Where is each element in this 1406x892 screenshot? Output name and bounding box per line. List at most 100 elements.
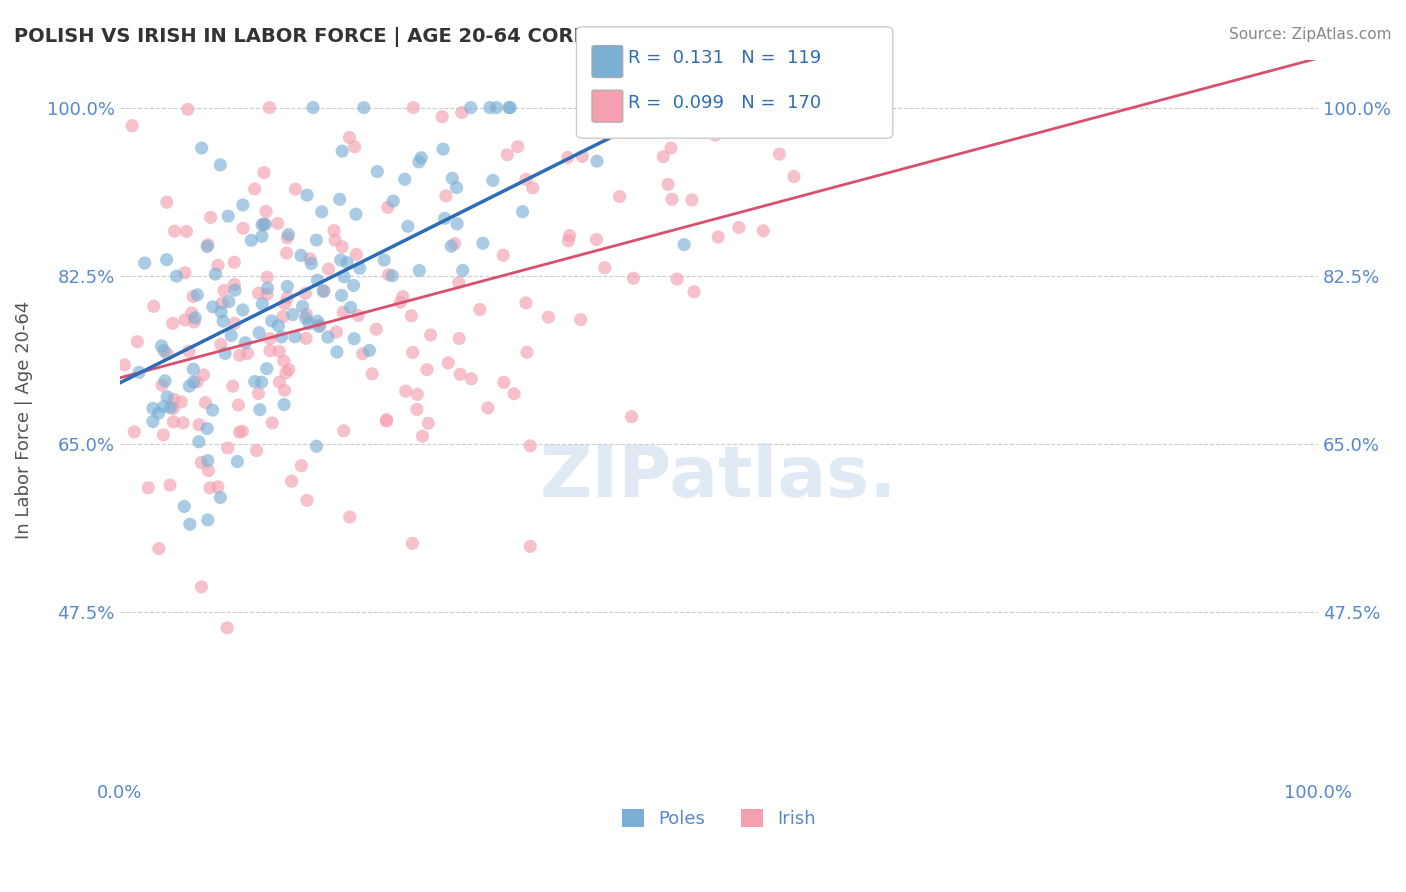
- Point: [730, 101, 752, 115]
- Point: [432, 110, 454, 124]
- Point: [150, 339, 173, 353]
- Point: [381, 268, 404, 283]
- Point: [515, 296, 537, 310]
- Point: [181, 362, 204, 376]
- Point: [432, 142, 454, 156]
- Point: [492, 248, 515, 262]
- Point: [314, 284, 336, 298]
- Point: [586, 154, 609, 169]
- Point: [557, 234, 579, 248]
- Point: [271, 310, 294, 324]
- Point: [229, 348, 252, 362]
- Point: [330, 240, 353, 254]
- Point: [339, 510, 361, 524]
- Point: [673, 237, 696, 252]
- Point: [515, 172, 537, 186]
- Point: [186, 288, 208, 302]
- Point: [412, 429, 434, 443]
- Point: [247, 286, 270, 301]
- Point: [323, 223, 346, 237]
- Point: [179, 517, 201, 532]
- Point: [274, 366, 297, 380]
- Point: [305, 233, 328, 247]
- Point: [305, 439, 328, 453]
- Text: R =  0.131   N =  119: R = 0.131 N = 119: [628, 49, 821, 67]
- Point: [316, 330, 339, 344]
- Point: [519, 439, 541, 453]
- Point: [377, 200, 399, 214]
- Point: [853, 101, 876, 115]
- Point: [162, 401, 184, 416]
- Point: [184, 310, 207, 325]
- Point: [214, 346, 236, 360]
- Point: [336, 256, 359, 270]
- Point: [402, 345, 425, 359]
- Point: [411, 151, 433, 165]
- Point: [768, 147, 790, 161]
- Point: [468, 302, 491, 317]
- Point: [259, 101, 281, 115]
- Point: [373, 253, 395, 268]
- Point: [434, 189, 457, 203]
- Point: [578, 101, 600, 115]
- Point: [339, 130, 361, 145]
- Point: [571, 149, 593, 163]
- Point: [503, 386, 526, 401]
- Point: [256, 361, 278, 376]
- Point: [451, 263, 474, 277]
- Point: [197, 464, 219, 478]
- Point: [652, 150, 675, 164]
- Point: [330, 288, 353, 302]
- Point: [332, 424, 354, 438]
- Point: [270, 330, 292, 344]
- Point: [569, 312, 592, 326]
- Point: [433, 211, 456, 226]
- Point: [186, 375, 208, 389]
- Point: [308, 319, 330, 334]
- Point: [408, 154, 430, 169]
- Point: [280, 474, 302, 488]
- Point: [681, 193, 703, 207]
- Point: [344, 207, 367, 221]
- Point: [142, 401, 165, 416]
- Point: [159, 401, 181, 415]
- Point: [342, 278, 364, 293]
- Point: [156, 195, 179, 210]
- Point: [752, 224, 775, 238]
- Point: [659, 141, 682, 155]
- Point: [224, 255, 246, 269]
- Text: R =  0.099   N =  170: R = 0.099 N = 170: [628, 94, 821, 112]
- Point: [519, 539, 541, 553]
- Point: [295, 493, 318, 508]
- Point: [276, 246, 298, 260]
- Point: [190, 141, 212, 155]
- Point: [273, 354, 295, 368]
- Point: [211, 296, 233, 310]
- Point: [224, 283, 246, 297]
- Point: [148, 406, 170, 420]
- Point: [482, 173, 505, 187]
- Point: [254, 204, 277, 219]
- Point: [224, 277, 246, 292]
- Point: [460, 101, 482, 115]
- Point: [217, 209, 239, 223]
- Point: [477, 401, 499, 415]
- Point: [361, 367, 384, 381]
- Point: [359, 343, 381, 358]
- Point: [666, 272, 689, 286]
- Point: [163, 224, 186, 238]
- Point: [395, 384, 418, 399]
- Point: [389, 295, 412, 310]
- Point: [236, 346, 259, 360]
- Point: [281, 308, 304, 322]
- Point: [252, 297, 274, 311]
- Point: [298, 317, 321, 331]
- Point: [683, 285, 706, 299]
- Point: [269, 344, 291, 359]
- Point: [408, 263, 430, 277]
- Point: [704, 128, 727, 143]
- Point: [188, 417, 211, 432]
- Point: [485, 101, 508, 115]
- Point: [163, 392, 186, 407]
- Point: [499, 101, 522, 115]
